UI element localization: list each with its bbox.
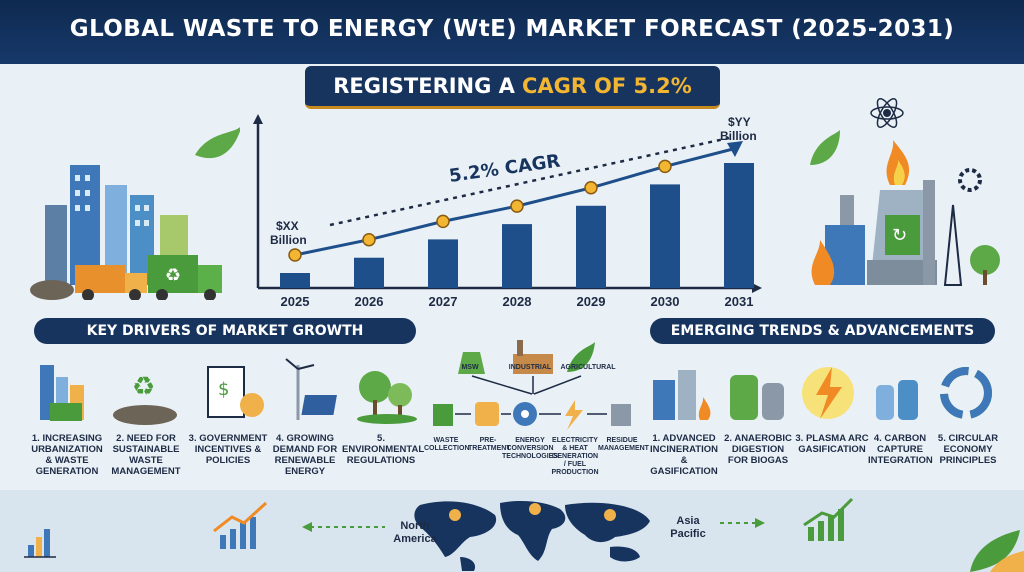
step-2-label: PRE- TREATMENT [468, 437, 511, 452]
tick-label-2030: 2030 [651, 294, 680, 309]
right-dotted-arrow [720, 518, 765, 528]
step-1-label: WASTE COLLECTION [424, 437, 470, 452]
start-value-line2: Billion [270, 233, 307, 247]
anaerobic-digestion-icon [730, 375, 784, 420]
driver-5-label: 5. ENVIRONMENTAL REGULATIONS [342, 433, 425, 466]
trend-5-label: 5. CIRCULAR ECONOMY PRINCIPLES [937, 433, 999, 466]
factory-icon [513, 340, 553, 374]
bar-2028 [502, 224, 532, 288]
bar-2027 [428, 239, 458, 288]
world-map [414, 501, 650, 571]
drivers-heading: KEY DRIVERS OF MARKET GROWTH [34, 318, 416, 344]
asia-pacific-label: Asia Pacific [670, 515, 706, 540]
plasma-arc-icon [802, 367, 854, 419]
cagr-banner: REGISTERING A CAGR OF 5.2% [305, 66, 720, 109]
tick-label-2027: 2027 [429, 294, 458, 309]
process-flow-icons [433, 340, 631, 430]
step-4-label: ELECTRICITY & HEAT GENERATION / FUEL PRODUC… [551, 437, 599, 476]
sustainable-waste-icon: ♻ [113, 372, 177, 425]
renewable-energy-icon [285, 358, 337, 420]
tick-label-2028: 2028 [503, 294, 532, 309]
banner-highlight: CAGR [521, 74, 588, 98]
banner-prefix: REGISTERING A [333, 74, 515, 98]
trend-2-label: 2. ANAEROBIC DIGESTION FOR BIOGAS [724, 433, 792, 466]
end-value-line2: Billion [720, 129, 757, 143]
agriculture-icon [567, 342, 595, 372]
trends-labels: 1. ADVANCED INCINERATION & GASIFICATION 2.… [646, 433, 1006, 483]
tick-label-2026: 2026 [355, 294, 384, 309]
residue-bin-icon [611, 404, 631, 426]
trend-4-label: 4. CARBON CAPTURE INTEGRATION [868, 433, 933, 466]
left-bar-growth-icon [24, 529, 56, 558]
trend-1-label: 1. ADVANCED INCINERATION & GASIFICATION [650, 433, 718, 477]
start-value-line1: $XX [276, 219, 299, 233]
left-dotted-arrow [302, 522, 385, 532]
right-growth-chart-icon [803, 497, 854, 541]
waste-bin-icon [433, 404, 453, 426]
data-point-2026 [362, 232, 376, 247]
step-3-label: ENERGY CONVERSION TECHNOLOGIES [502, 437, 559, 460]
data-point-2027 [436, 214, 450, 229]
drivers-labels: 1. INCREASING URBANIZATION & WASTE GENERATI… [30, 433, 425, 483]
trend-arrowhead [727, 141, 743, 157]
trends-heading: EMERGING TRENDS & ADVANCEMENTS [650, 318, 995, 344]
data-point-2029 [584, 181, 598, 195]
tick-label-2031: 2031 [725, 294, 754, 309]
trend-3-label: 3. PLASMA ARC GASIFICATION [795, 433, 869, 455]
msw-bag-icon [458, 352, 485, 374]
svg-text:♻: ♻ [165, 265, 181, 286]
driver-4-label: 4. GROWING DEMAND FOR RENEWABLE ENERGY [272, 433, 338, 477]
north-america-label: North America [393, 520, 437, 545]
page-title: GLOBAL WASTE TO ENERGY (WtE) MARKET FORE… [69, 16, 955, 42]
svg-text:$: $ [218, 379, 229, 400]
city-illustration: ♻ [30, 126, 240, 300]
source-agricultural-label: AGRICULTURAL [560, 364, 616, 371]
bar-2026 [354, 257, 384, 288]
bar-2025 [280, 273, 310, 288]
driver-2-label: 2. NEED FOR SUSTAINABLE WASTE MANAGEMENT [111, 433, 181, 477]
electricity-icon [565, 400, 583, 430]
pretreatment-tools-icon [475, 402, 499, 426]
step-5-label: RESIDUE MANAGEMENT [598, 437, 649, 452]
bottom-illustrations [24, 497, 1024, 572]
carbon-capture-icon [876, 380, 918, 420]
data-point-2025 [288, 248, 302, 262]
growth-chart-icon [213, 501, 268, 549]
conversion-gear-icon [513, 402, 537, 426]
driver-3-label: 3. GOVERNMENT INCENTIVES & POLICIES [188, 433, 268, 466]
incineration-icon [653, 370, 711, 420]
map-pin-icons [449, 503, 616, 521]
drivers-icons: ♻ $ [40, 358, 417, 425]
forecast-chart: 2025 2026 2027 2028 2029 2030 2031 $XX Billion… [253, 114, 762, 309]
data-point-2028 [510, 199, 524, 213]
bar-2030 [650, 184, 680, 288]
tick-label-2029: 2029 [577, 294, 606, 309]
driver-1-label: 1. INCREASING URBANIZATION & WASTE GENERATI… [31, 433, 103, 477]
trends-icons [653, 367, 992, 420]
urbanization-icon [40, 365, 84, 421]
cagr-trend-label: 5.2% CAGR [448, 151, 562, 187]
power-plant-illustration: ↻ [810, 98, 1000, 286]
tick-label-2025: 2025 [281, 294, 310, 309]
end-value-line1: $YY [728, 115, 751, 129]
environment-trees-icon [357, 371, 417, 424]
banner-suffix: OF 5.2% [594, 74, 692, 98]
corner-leaves-icon [970, 530, 1024, 572]
source-msw-label: MSW [461, 364, 479, 371]
data-point-2030 [658, 159, 672, 174]
bar-2031 [724, 163, 754, 288]
bar-2029 [576, 205, 606, 288]
source-industrial-label: INDUSTRIAL [508, 364, 552, 371]
svg-text:♻: ♻ [132, 372, 155, 402]
title-bar: GLOBAL WASTE TO ENERGY (WtE) MARKET FORE… [0, 0, 1024, 64]
circular-economy-icon [940, 367, 992, 419]
policy-document-icon: $ [207, 366, 264, 418]
svg-text:↻: ↻ [892, 225, 907, 246]
